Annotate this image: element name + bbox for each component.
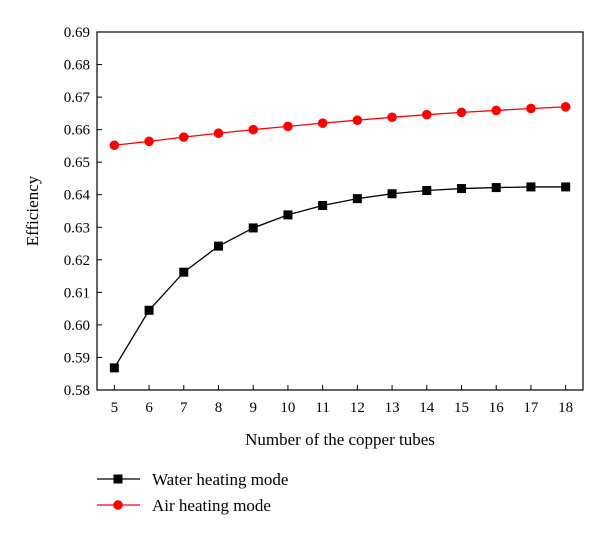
data-point <box>248 223 258 233</box>
y-tick-label: 0.65 <box>64 155 90 171</box>
series-1 <box>109 182 571 373</box>
x-tick-label: 12 <box>350 400 365 416</box>
x-tick-label: 8 <box>215 400 223 416</box>
legend: Water heating mode Air heating mode <box>97 470 288 515</box>
y-tick-label: 0.64 <box>64 188 91 204</box>
data-point <box>109 363 119 373</box>
legend-label: Water heating mode <box>152 470 288 489</box>
y-tick-label: 0.58 <box>64 383 90 399</box>
series-line <box>113 186 566 369</box>
x-tick-label: 15 <box>454 400 469 416</box>
data-point <box>179 267 189 277</box>
legend-marker <box>113 500 123 510</box>
y-tick-label: 0.59 <box>64 350 90 366</box>
y-tick-label: 0.66 <box>64 123 91 139</box>
legend-label: Air heating mode <box>152 496 271 515</box>
data-point <box>352 194 362 204</box>
x-tick-label: 13 <box>385 400 400 416</box>
legend-item: Air heating mode <box>97 496 271 515</box>
y-tick-label: 0.69 <box>64 25 90 41</box>
y-tick-label: 0.63 <box>64 220 90 236</box>
x-tick-label: 10 <box>280 400 295 416</box>
data-point <box>491 183 501 193</box>
data-point <box>213 128 224 139</box>
y-axis: 0.58 0.59 0.60 0.61 0.62 0.63 0.64 0.65 0.66 0.67… <box>64 25 102 399</box>
y-tick-label: 0.68 <box>64 58 90 74</box>
x-tick-label: 18 <box>558 400 573 416</box>
legend-marker <box>113 474 123 484</box>
data-point <box>214 241 223 251</box>
data-point <box>387 189 397 199</box>
x-axis-title: Number of the copper tubes <box>245 430 435 449</box>
series-2 <box>109 102 571 151</box>
x-tick-label: 5 <box>111 400 119 416</box>
data-point <box>422 185 432 195</box>
data-point <box>178 132 189 142</box>
data-point <box>421 109 432 120</box>
series-line <box>114 106 566 146</box>
data-point <box>387 112 397 123</box>
data-point <box>144 305 154 315</box>
x-tick-label: 11 <box>315 400 329 416</box>
x-tick-label: 9 <box>249 400 257 416</box>
data-point <box>560 102 571 112</box>
y-axis-title: Efficiency <box>23 175 42 246</box>
y-tick-label: 0.62 <box>64 253 90 269</box>
data-point <box>109 140 120 151</box>
data-point <box>248 124 259 135</box>
x-tick-label: 16 <box>489 400 505 416</box>
plot-area <box>96 31 584 391</box>
y-tick-label: 0.67 <box>64 90 91 106</box>
y-tick-label: 0.61 <box>64 285 90 301</box>
x-tick-label: 14 <box>419 400 435 416</box>
x-tick-label: 7 <box>180 400 188 416</box>
data-point <box>318 200 328 210</box>
x-tick-label: 6 <box>145 400 153 416</box>
y-tick-label: 0.60 <box>64 318 90 334</box>
data-point <box>491 105 502 116</box>
data-point <box>526 182 536 192</box>
data-point <box>283 121 293 132</box>
data-point <box>317 118 328 128</box>
data-point <box>144 136 154 147</box>
data-point <box>526 103 536 114</box>
data-point <box>456 107 467 118</box>
series-layer <box>109 102 571 373</box>
data-point <box>283 210 293 220</box>
data-point <box>457 184 466 194</box>
x-tick-label: 17 <box>523 400 539 416</box>
data-point <box>561 182 571 192</box>
data-point <box>352 115 363 125</box>
legend-item: Water heating mode <box>97 470 288 489</box>
x-axis: 5 6 7 8 9 10 11 12 13 14 15 16 17 18 <box>111 385 573 416</box>
